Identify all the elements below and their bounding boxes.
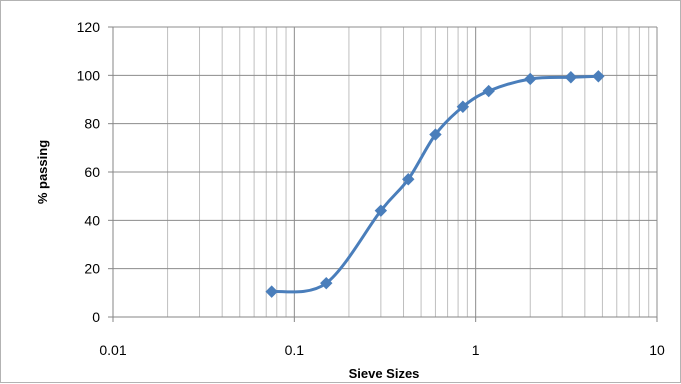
data-point-marker: [482, 84, 495, 98]
data-point-marker: [374, 204, 388, 217]
y-tick-label: 80: [84, 116, 100, 132]
tick-labels: 0 20 40 60 80 100 120 0.01 0.1 1 10: [77, 19, 665, 358]
series-line: [271, 74, 599, 294]
series: [265, 70, 605, 298]
data-point-marker: [402, 173, 415, 186]
data-point-marker: [524, 72, 537, 86]
x-tick-label: 0.1: [285, 342, 305, 358]
x-tick-label: 0.01: [99, 342, 126, 358]
x-axis-title: Sieve Sizes: [349, 366, 420, 381]
data-point-marker: [320, 276, 333, 290]
y-tick-label: 60: [84, 164, 100, 180]
y-tick-label: 40: [84, 212, 100, 228]
data-point-marker: [564, 71, 578, 84]
data-point-marker: [429, 128, 442, 141]
y-axis-title: % passing: [35, 140, 50, 204]
data-point-marker: [456, 100, 470, 113]
grid: [112, 26, 658, 318]
x-tick-label: 10: [649, 342, 665, 358]
axes: [108, 26, 658, 322]
y-tick-label: 0: [92, 309, 100, 325]
y-tick-label: 20: [84, 261, 100, 277]
x-tick-label: 1: [472, 342, 480, 358]
y-tick-label: 100: [77, 67, 101, 83]
data-point-marker: [592, 70, 605, 83]
y-tick-label: 120: [77, 19, 101, 35]
data-point-marker: [265, 285, 278, 298]
